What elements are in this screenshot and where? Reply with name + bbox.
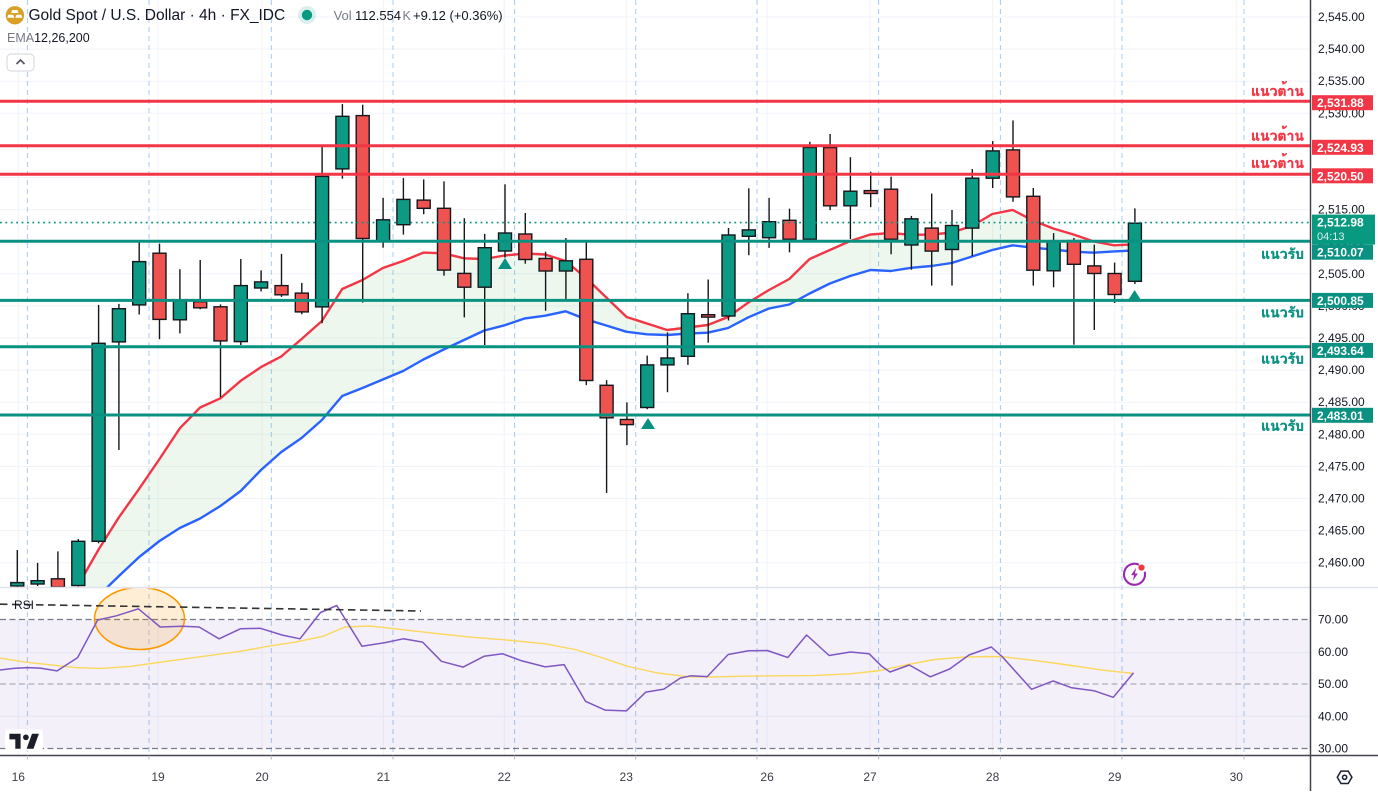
svg-text:2,493.64: 2,493.64 xyxy=(1317,344,1364,358)
svg-text:2,495.00: 2,495.00 xyxy=(1318,331,1365,345)
svg-text:26: 26 xyxy=(760,770,774,784)
svg-text:70.00: 70.00 xyxy=(1318,613,1348,627)
svg-text:28: 28 xyxy=(986,770,1000,784)
svg-text:16: 16 xyxy=(12,770,26,784)
svg-text:Vol: Vol xyxy=(334,8,352,23)
svg-text:2,515.00: 2,515.00 xyxy=(1318,203,1365,217)
svg-text:30: 30 xyxy=(1230,770,1244,784)
svg-text:Gold Spot / U.S. Dollar · 4h ·: Gold Spot / U.S. Dollar · 4h · FX_IDC xyxy=(29,7,286,24)
svg-text:21: 21 xyxy=(377,770,391,784)
svg-text:2,465.00: 2,465.00 xyxy=(1318,524,1365,538)
svg-text:EMA12,26,200: EMA12,26,200 xyxy=(7,31,90,45)
svg-text:2,470.00: 2,470.00 xyxy=(1318,492,1365,506)
svg-text:2,490.00: 2,490.00 xyxy=(1318,363,1365,377)
svg-text:27: 27 xyxy=(863,770,877,784)
svg-text:20: 20 xyxy=(255,770,269,784)
svg-text:2,480.00: 2,480.00 xyxy=(1318,427,1365,441)
svg-text:2,500.85: 2,500.85 xyxy=(1317,294,1364,308)
svg-text:112.554: 112.554 xyxy=(355,8,401,23)
svg-text:19: 19 xyxy=(151,770,165,784)
svg-text:2,485.00: 2,485.00 xyxy=(1318,395,1365,409)
svg-text:2,524.93: 2,524.93 xyxy=(1317,141,1364,155)
svg-text:2,460.00: 2,460.00 xyxy=(1318,556,1365,570)
svg-text:2,520.50: 2,520.50 xyxy=(1317,169,1364,183)
svg-text:2,545.00: 2,545.00 xyxy=(1318,10,1365,24)
svg-text:23: 23 xyxy=(620,770,634,784)
svg-text:2,540.00: 2,540.00 xyxy=(1318,42,1365,56)
svg-text:2,535.00: 2,535.00 xyxy=(1318,74,1365,88)
svg-text:K: K xyxy=(403,9,412,23)
svg-text:2,531.88: 2,531.88 xyxy=(1317,96,1364,110)
svg-text:60.00: 60.00 xyxy=(1318,645,1348,659)
svg-text:+9.12 (+0.36%): +9.12 (+0.36%) xyxy=(413,8,503,23)
svg-text:2,475.00: 2,475.00 xyxy=(1318,459,1365,473)
svg-text:29: 29 xyxy=(1108,770,1122,784)
svg-text:30.00: 30.00 xyxy=(1318,742,1348,756)
svg-text:2,512.98: 2,512.98 xyxy=(1317,216,1364,230)
svg-text:2,505.00: 2,505.00 xyxy=(1318,267,1365,281)
svg-text:2,483.01: 2,483.01 xyxy=(1317,409,1364,423)
svg-text:2,510.07: 2,510.07 xyxy=(1317,246,1364,260)
svg-text:RSI: RSI xyxy=(14,598,34,612)
svg-text:40.00: 40.00 xyxy=(1318,709,1348,723)
svg-text:04:13: 04:13 xyxy=(1317,231,1345,243)
svg-text:50.00: 50.00 xyxy=(1318,677,1348,691)
svg-text:22: 22 xyxy=(498,770,512,784)
